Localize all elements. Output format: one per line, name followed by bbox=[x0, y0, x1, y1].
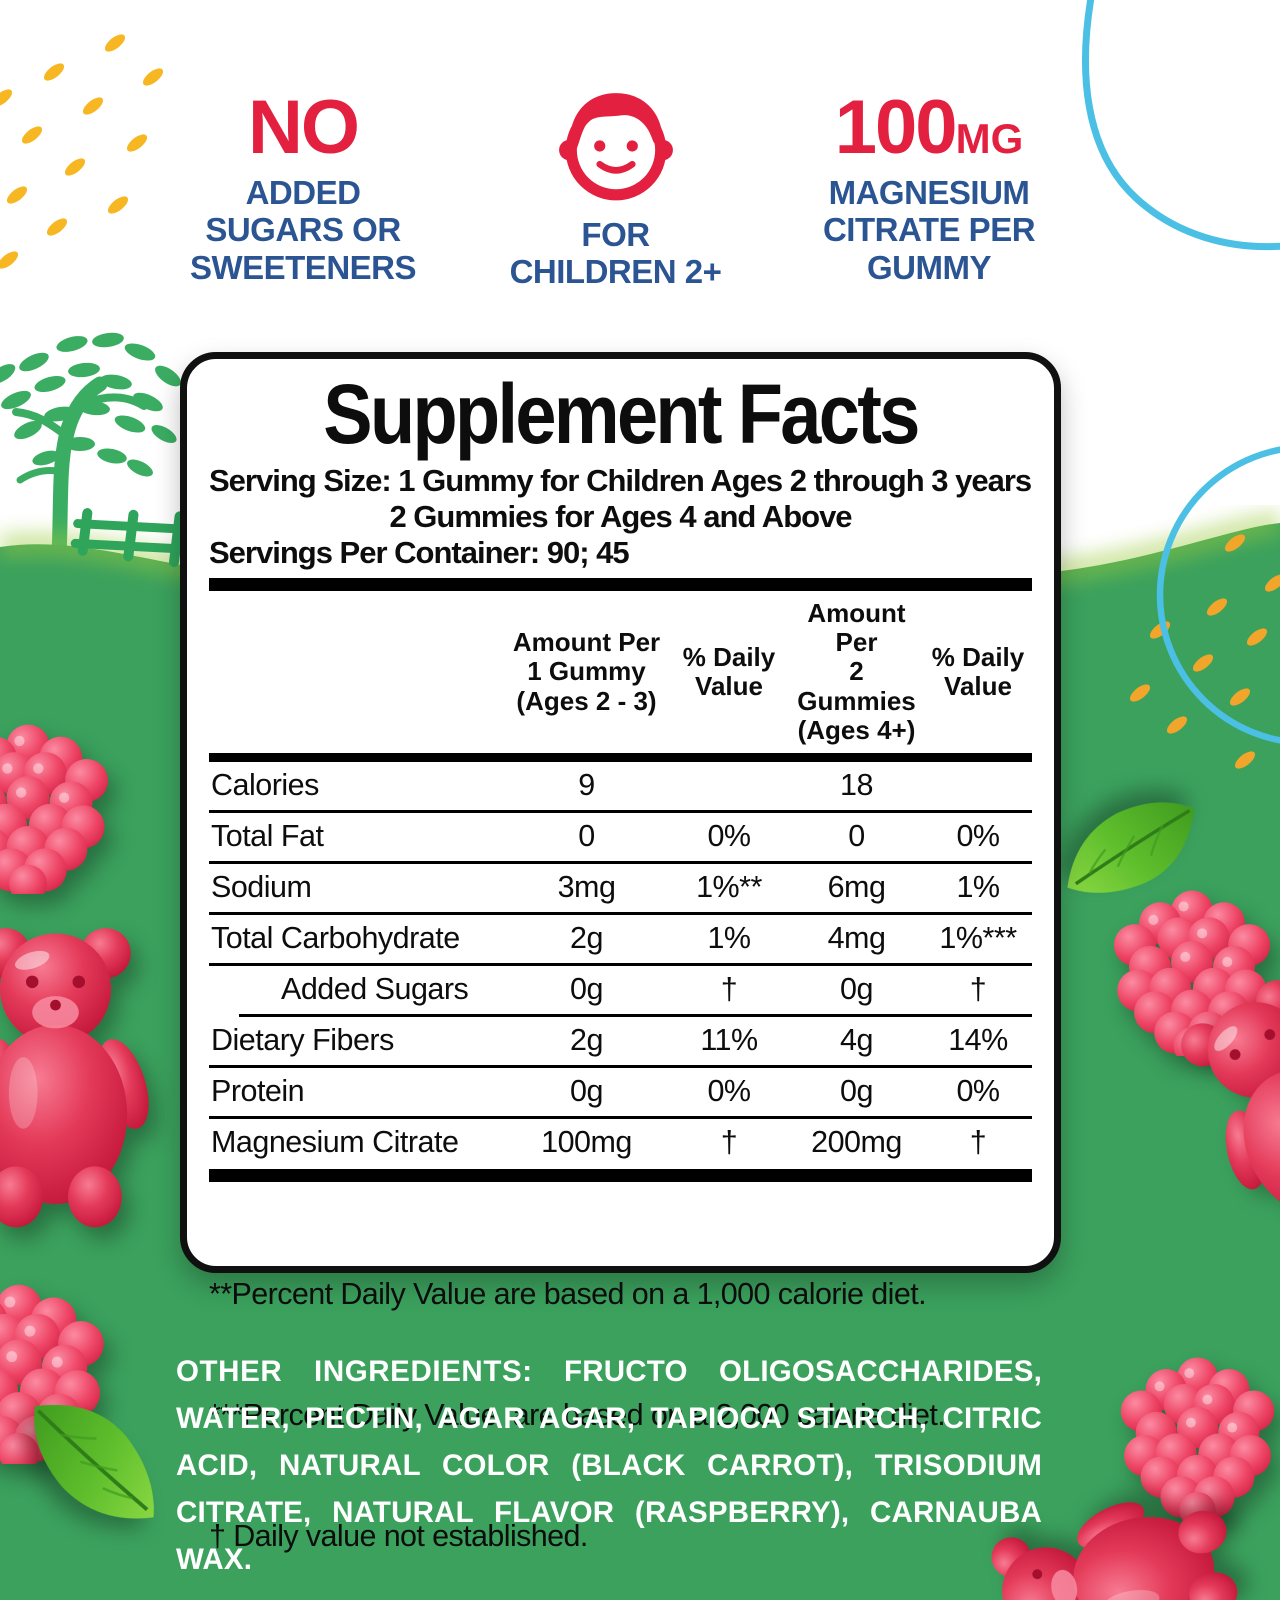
row-value: 0% bbox=[956, 1074, 1000, 1109]
leaf-right bbox=[1067, 802, 1195, 893]
table-row-total-fat: Total Fat 0 0% 0 0% bbox=[209, 813, 1032, 861]
callout-big-text: 100MG bbox=[784, 90, 1074, 166]
row-value: 1%*** bbox=[939, 921, 1017, 956]
row-value: 0% bbox=[707, 1074, 751, 1109]
row-value: 0% bbox=[956, 819, 1000, 854]
raspberry-upper-left bbox=[0, 724, 108, 894]
callout-no-added-sugars: NO ADDED SUGARS OR SWEETENERS bbox=[158, 85, 448, 286]
raspberry-right bbox=[1113, 890, 1271, 1056]
table-row-calories: Calories 9 18 bbox=[209, 762, 1032, 810]
row-label: Total Fat bbox=[211, 819, 324, 854]
table-row-sodium: Sodium 3mg 1%** 6mg 1% bbox=[209, 864, 1032, 912]
callout-big-text: NO bbox=[248, 85, 360, 170]
other-ingredients: OTHER INGREDIENTS: FRUCTO OLIGOSACCHARID… bbox=[176, 1348, 1042, 1584]
child-face-icon bbox=[558, 93, 673, 201]
callout-100mg: 100MG MAGNESIUM CITRATE PER GUMMY bbox=[784, 90, 1074, 286]
row-value: † bbox=[969, 972, 987, 1007]
row-value: 2g bbox=[570, 921, 603, 956]
row-value: 3mg bbox=[557, 870, 616, 905]
gummy-bear-right bbox=[1181, 980, 1280, 1217]
row-label: Calories bbox=[211, 768, 319, 803]
leaf-bottom-left bbox=[34, 1404, 154, 1519]
table-row-magnesium-citrate: Magnesium Citrate 100mg † 200mg † bbox=[209, 1119, 1032, 1167]
footnote-1000-calorie: **Percent Daily Value are based on a 1,0… bbox=[209, 1277, 927, 1312]
row-value: 6mg bbox=[827, 870, 886, 905]
callout-sub-text: FOR CHILDREN 2+ bbox=[509, 216, 722, 291]
table-row-total-carbohydrate: Total Carbohydrate 2g 1% 4mg 1%*** bbox=[209, 915, 1032, 963]
table-row-dietary-fibers: Dietary Fibers 2g 11% 4g 14% bbox=[209, 1017, 1032, 1065]
row-label: Protein bbox=[211, 1074, 305, 1109]
row-value: 18 bbox=[840, 768, 873, 803]
panel-title: Supplement Facts bbox=[323, 367, 920, 461]
row-value: 0g bbox=[570, 972, 603, 1007]
row-label: Added Sugars bbox=[281, 972, 469, 1007]
row-value: 4g bbox=[840, 1023, 873, 1058]
table-row-protein: Protein 0g 0% 0g 0% bbox=[209, 1068, 1032, 1116]
thick-divider-top bbox=[209, 578, 1032, 592]
column-header-dv-1: % Daily Value bbox=[682, 641, 776, 701]
blue-wave-line bbox=[1082, 0, 1280, 251]
callout-for-children: FOR CHILDREN 2+ bbox=[488, 80, 743, 291]
row-value: 0g bbox=[570, 1074, 603, 1109]
row-value: † bbox=[720, 972, 738, 1007]
table-header-row: Amount Per 1 Gummy (Ages 2 - 3) % Daily … bbox=[209, 591, 1032, 753]
blue-circle-outline bbox=[1156, 446, 1280, 744]
row-value: 0 bbox=[578, 819, 595, 854]
yellow-dashes-on-hill bbox=[1129, 534, 1280, 769]
tree-icon bbox=[0, 332, 181, 577]
servings-per-container: Servings Per Container: 90; 45 bbox=[209, 535, 630, 571]
raspberry-bottom-left bbox=[0, 1284, 104, 1464]
row-value: 1%** bbox=[696, 870, 762, 905]
row-value: 1% bbox=[707, 921, 751, 956]
row-value: 11% bbox=[700, 1023, 758, 1058]
row-label: Total Carbohydrate bbox=[211, 921, 460, 956]
row-value: † bbox=[720, 1125, 738, 1160]
row-value: 0g bbox=[840, 972, 873, 1007]
row-value: 14% bbox=[948, 1023, 1008, 1058]
row-value: 4mg bbox=[827, 921, 886, 956]
row-value: 2g bbox=[570, 1023, 603, 1058]
row-value: 100mg bbox=[541, 1125, 632, 1160]
row-label: Sodium bbox=[211, 870, 312, 905]
row-value: 9 bbox=[578, 768, 595, 803]
header-divider bbox=[209, 752, 1032, 762]
row-value: † bbox=[969, 1125, 987, 1160]
row-value: 0% bbox=[707, 819, 751, 854]
supplement-facts-panel: Supplement Facts Serving Size: 1 Gummy f… bbox=[180, 352, 1061, 1553]
callout-sub-text: MAGNESIUM CITRATE PER GUMMY bbox=[822, 174, 1036, 286]
thick-divider-bottom bbox=[209, 1168, 1032, 1182]
serving-size-line1: Serving Size: 1 Gummy for Children Ages … bbox=[209, 463, 1032, 499]
row-value: 200mg bbox=[811, 1125, 902, 1160]
raspberry-bottom-right bbox=[1120, 1357, 1275, 1520]
serving-size-line2: 2 Gummies for Ages 4 and Above bbox=[389, 499, 852, 535]
column-header-amount-2gummies: Amount Per 2 Gummies (Ages 4+) bbox=[797, 598, 916, 745]
callout-sub-text: ADDED SUGARS OR SWEETENERS bbox=[189, 174, 417, 286]
row-label: Magnesium Citrate bbox=[211, 1125, 459, 1160]
row-value: 0g bbox=[840, 1074, 873, 1109]
other-ingredients-label: OTHER INGREDIENTS: bbox=[176, 1354, 533, 1388]
row-value: 1% bbox=[956, 870, 1000, 905]
row-label: Dietary Fibers bbox=[211, 1023, 394, 1058]
mg-amount: 100 bbox=[834, 85, 958, 170]
row-value: 0 bbox=[848, 819, 865, 854]
gummy-bear-left bbox=[0, 928, 149, 1228]
column-header-dv-2: % Daily Value bbox=[931, 641, 1025, 701]
table-row-added-sugars: Added Sugars 0g † 0g † bbox=[209, 966, 1032, 1014]
column-header-amount-1gummy: Amount Per 1 Gummy (Ages 2 - 3) bbox=[512, 627, 661, 716]
mg-unit: MG bbox=[955, 115, 1024, 162]
